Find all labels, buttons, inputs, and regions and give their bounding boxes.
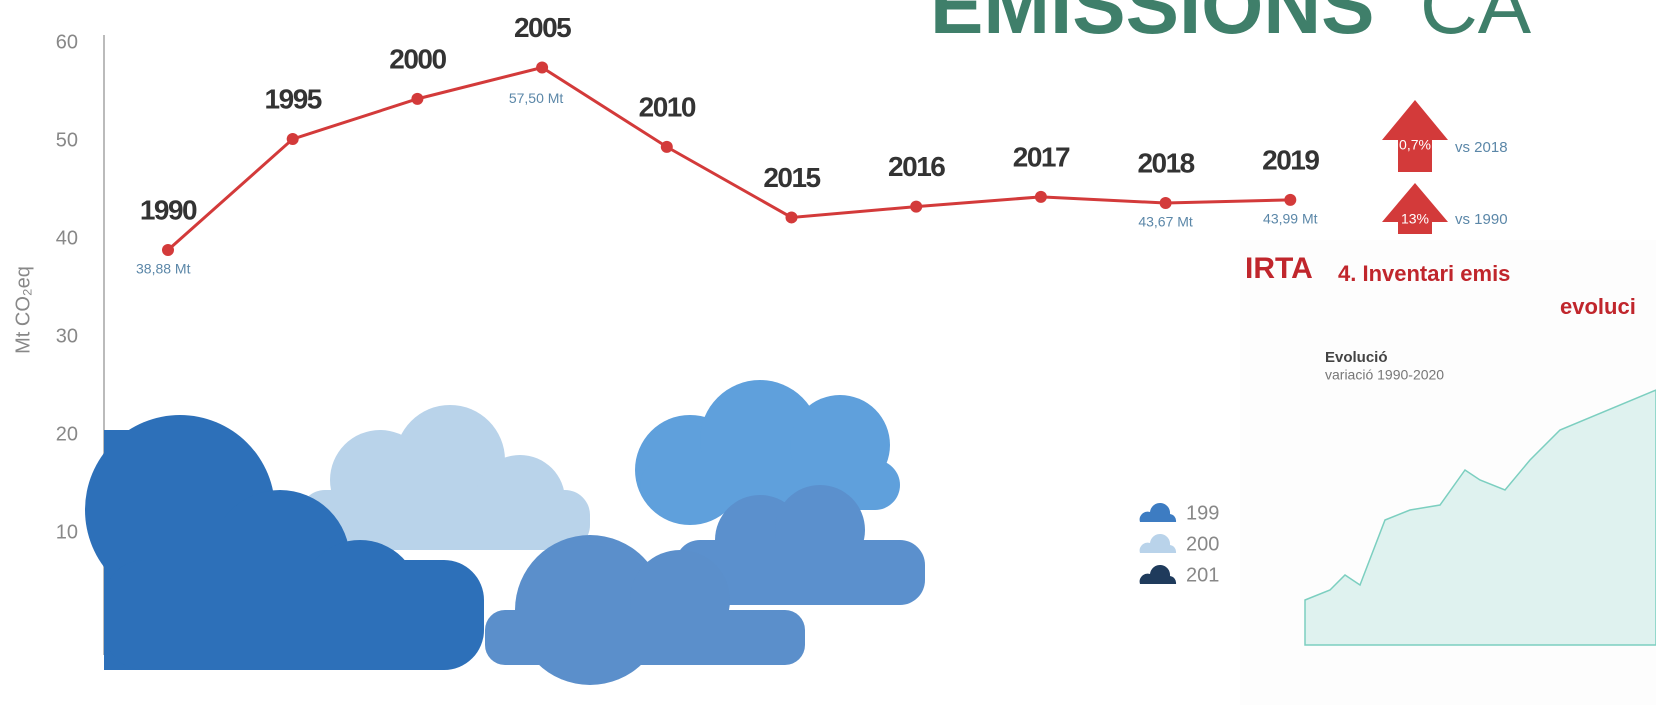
badge-text: vs 2018 — [1455, 139, 1508, 156]
x-tick-label: 2016 — [888, 151, 945, 182]
inset-subheading: variació 1990-2020 — [1325, 367, 1444, 383]
y-tick-label: 60 — [56, 31, 78, 53]
y-tick-label: 40 — [56, 227, 78, 249]
y-tick-label: 20 — [56, 423, 78, 445]
legend-label: 200 — [1186, 533, 1219, 555]
point — [286, 133, 299, 146]
y-axis-label: Mt CO₂eq — [12, 266, 34, 354]
badges: 0,7% vs 2018 13% vs 1990 — [1382, 100, 1508, 234]
value-label: 43,67 Mt — [1138, 214, 1193, 230]
legend-label: 201 — [1186, 564, 1219, 586]
x-tick-label: 1990 — [140, 194, 197, 225]
clouds — [85, 380, 925, 685]
point — [536, 61, 549, 74]
legend-swatch — [1139, 502, 1177, 522]
point — [1034, 190, 1047, 203]
x-tick-label: 2017 — [1013, 141, 1070, 172]
value-label: 43,99 Mt — [1263, 211, 1318, 227]
point — [411, 92, 424, 105]
point — [910, 200, 923, 213]
chart-title-rest: CA — [1420, 0, 1532, 50]
badge-value: 13% — [1401, 211, 1429, 227]
y-tick-label: 30 — [56, 325, 78, 347]
badge-text: vs 1990 — [1455, 211, 1508, 228]
x-tick-label: 2019 — [1262, 144, 1319, 175]
point — [162, 243, 174, 256]
inset-logo: IRTA — [1245, 252, 1313, 285]
legend-swatch — [1139, 533, 1177, 553]
chart-title: EMISSIONS — [930, 0, 1375, 50]
x-tick-label: 2010 — [639, 91, 696, 122]
y-tick-label: 10 — [56, 521, 78, 543]
x-tick-label: 2005 — [514, 12, 571, 43]
legend-swatch — [1139, 564, 1177, 584]
inset-title: 4. Inventari emis — [1338, 261, 1510, 286]
line — [167, 65, 1291, 252]
point — [1159, 197, 1172, 210]
y-tick-label: 50 — [56, 129, 78, 151]
x-tick-label: 1995 — [265, 83, 322, 114]
x-tick-label: 2000 — [389, 43, 446, 74]
inset-title: evoluci — [1560, 294, 1636, 319]
inset-heading: Evolució — [1325, 349, 1388, 366]
point — [785, 211, 798, 224]
x-tick-label: 2018 — [1137, 147, 1194, 178]
value-label: 38,88 Mt — [136, 261, 191, 277]
x-tick-label: 2015 — [763, 162, 820, 193]
point — [1284, 193, 1297, 206]
value-label: 57,50 Mt — [509, 90, 564, 106]
inset: IRTA 4. Inventari emis evoluci Evolució … — [1240, 240, 1656, 705]
badge-value: 0,7% — [1399, 137, 1431, 153]
legend-label: 199 — [1186, 502, 1219, 524]
point — [660, 140, 673, 153]
